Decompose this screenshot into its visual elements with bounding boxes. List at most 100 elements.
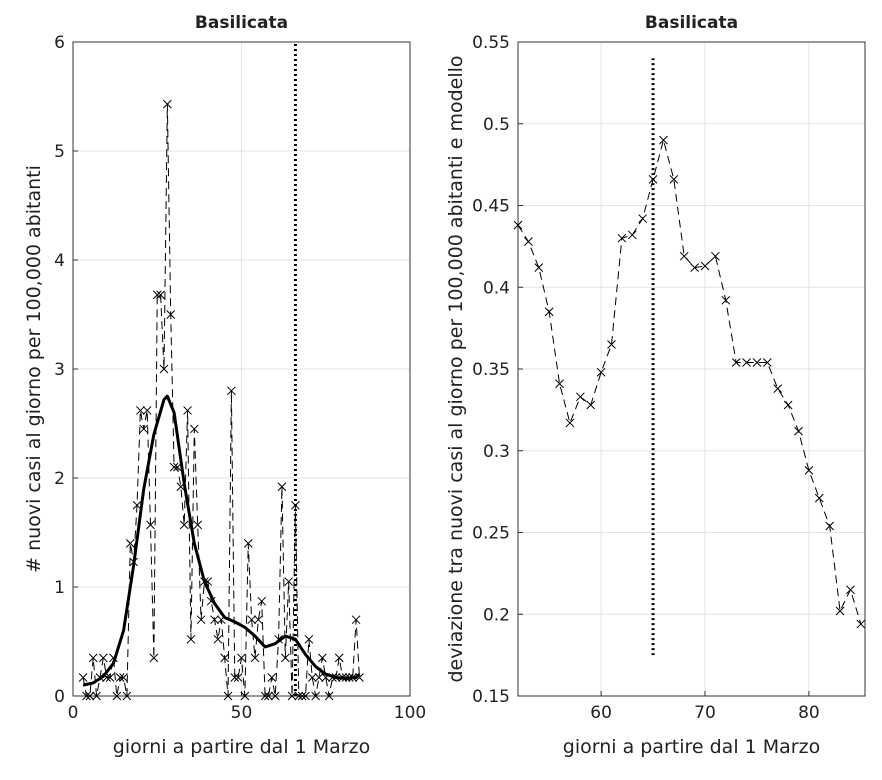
x-tick-label: 70 xyxy=(694,703,716,723)
y-tick-label: 0.25 xyxy=(472,524,510,544)
y-tick-label: 0.35 xyxy=(472,360,510,380)
marker xyxy=(690,263,699,272)
marker xyxy=(146,520,155,530)
marker xyxy=(301,691,310,701)
y-tick-label: 0.3 xyxy=(483,442,510,462)
y-tick-label: 3 xyxy=(54,360,65,380)
y-axis-label: deviazione tra nuovi casi al giorno per … xyxy=(445,55,467,682)
marker xyxy=(115,673,125,682)
x-tick-label: 50 xyxy=(231,703,253,723)
y-tick-label: 4 xyxy=(54,251,65,271)
marker xyxy=(555,379,564,389)
marker xyxy=(307,673,317,682)
marker xyxy=(149,653,159,663)
x-tick-label: 60 xyxy=(590,703,612,723)
marker xyxy=(586,400,596,410)
marker xyxy=(762,358,772,367)
marker xyxy=(773,384,783,393)
marker xyxy=(186,634,196,644)
marker xyxy=(250,653,260,663)
marker xyxy=(669,174,679,184)
marker xyxy=(233,673,243,682)
y-tick-label: 0.45 xyxy=(472,197,510,217)
marker xyxy=(193,520,203,530)
marker xyxy=(189,424,199,434)
marker xyxy=(270,691,280,701)
marker xyxy=(294,691,304,701)
marker xyxy=(267,673,277,682)
marker xyxy=(711,251,720,261)
marker xyxy=(277,482,287,492)
y-tick-label: 0.15 xyxy=(472,687,510,707)
marker xyxy=(220,653,230,663)
marker xyxy=(565,418,575,428)
chart-title: Basilicata xyxy=(195,13,288,33)
y-tick-label: 0.55 xyxy=(472,33,510,53)
marker xyxy=(721,295,731,305)
marker xyxy=(575,392,585,402)
y-tick-label: 0.5 xyxy=(483,115,510,135)
marker xyxy=(156,290,165,300)
marker xyxy=(318,653,327,663)
marker xyxy=(253,615,263,625)
marker xyxy=(230,673,240,682)
marker xyxy=(731,358,741,367)
marker xyxy=(324,691,334,701)
marker xyxy=(88,653,98,663)
marker xyxy=(112,691,122,701)
marker xyxy=(794,426,803,436)
marker xyxy=(163,99,172,109)
marker xyxy=(264,691,273,701)
marker xyxy=(183,406,192,415)
marker xyxy=(82,691,91,701)
marker xyxy=(627,230,637,240)
y-axis-label: # nuovi casi al giorno per 100,000 abita… xyxy=(23,165,45,573)
marker xyxy=(700,261,710,271)
marker xyxy=(284,577,294,586)
marker xyxy=(142,406,152,415)
marker xyxy=(227,386,236,396)
marker xyxy=(679,251,689,261)
marker xyxy=(835,606,845,616)
marker xyxy=(213,634,223,644)
marker xyxy=(659,135,668,145)
x-tick-label: 100 xyxy=(394,703,426,723)
marker xyxy=(544,307,554,317)
marker xyxy=(125,539,135,548)
marker xyxy=(122,691,132,701)
marker xyxy=(85,691,95,701)
marker xyxy=(105,673,115,682)
marker xyxy=(223,691,233,701)
marker xyxy=(297,691,307,701)
marker xyxy=(169,462,179,472)
data-line xyxy=(82,394,361,687)
marker xyxy=(752,358,762,367)
x-axis-label: giorni a partire dal 1 Marzo xyxy=(113,736,370,758)
marker xyxy=(240,691,250,701)
marker xyxy=(136,406,145,415)
marker xyxy=(98,653,108,663)
marker xyxy=(607,340,616,349)
plot-frame xyxy=(517,41,866,697)
marker xyxy=(814,493,824,503)
marker xyxy=(179,520,189,530)
marker xyxy=(287,691,297,701)
marker xyxy=(856,619,866,629)
marker xyxy=(534,263,544,272)
y-tick-label: 5 xyxy=(54,142,65,162)
marker xyxy=(513,220,523,230)
marker xyxy=(260,691,270,701)
marker xyxy=(596,367,606,377)
marker xyxy=(132,500,142,510)
marker xyxy=(166,310,176,319)
marker xyxy=(247,615,256,625)
marker xyxy=(846,585,855,595)
data-line xyxy=(517,139,862,625)
x-axis-label: giorni a partire dal 1 Marzo xyxy=(563,736,820,758)
marker xyxy=(152,290,162,300)
chart-title: Basilicata xyxy=(645,13,738,33)
marker xyxy=(78,673,88,682)
x-tick-label: 80 xyxy=(798,703,820,723)
y-tick-label: 0 xyxy=(54,687,65,707)
